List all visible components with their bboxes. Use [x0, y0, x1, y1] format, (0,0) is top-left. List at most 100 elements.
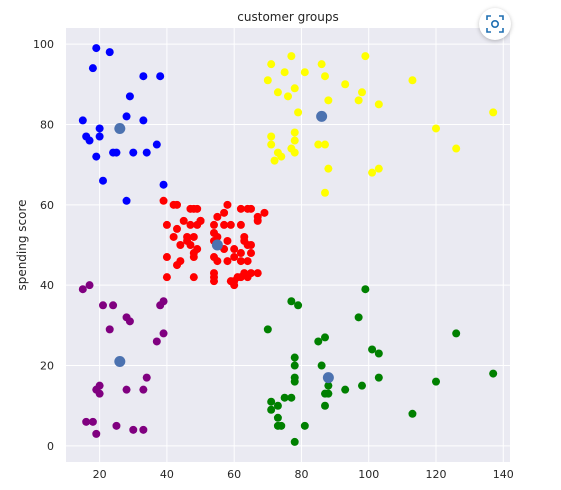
data-point [267, 405, 276, 414]
data-point [324, 389, 333, 398]
data-point [290, 136, 299, 145]
data-point [125, 317, 134, 326]
data-point [142, 148, 151, 157]
data-point [213, 257, 222, 266]
centroid-point [322, 372, 334, 384]
data-point [236, 249, 245, 258]
data-point [253, 212, 262, 221]
data-point [317, 60, 326, 69]
data-point [125, 92, 134, 101]
data-point [220, 208, 229, 217]
x-tick-label: 20 [93, 468, 107, 481]
data-point [247, 241, 255, 249]
data-point [213, 212, 222, 221]
data-point [314, 140, 323, 149]
data-point [223, 236, 232, 245]
data-point [280, 68, 289, 77]
y-tick-label: 60 [40, 199, 54, 212]
data-point [162, 220, 171, 229]
data-point [341, 385, 350, 394]
data-point [152, 337, 161, 346]
camera-lens-icon [486, 15, 504, 33]
data-point [226, 220, 235, 229]
data-point [176, 257, 185, 266]
data-point [273, 401, 282, 410]
data-point [159, 297, 168, 306]
data-point [354, 313, 363, 322]
data-point [186, 220, 195, 229]
data-point [452, 329, 461, 338]
data-point [374, 373, 383, 382]
x-tick-label: 120 [426, 468, 447, 481]
data-point [314, 337, 323, 346]
data-point [189, 232, 198, 241]
data-point [210, 273, 218, 282]
data-point [152, 140, 161, 149]
data-point [189, 273, 198, 282]
data-point [361, 52, 370, 61]
data-point [162, 253, 171, 262]
data-point [139, 116, 148, 125]
data-point [112, 148, 121, 157]
data-point [290, 377, 299, 386]
data-point [247, 249, 255, 258]
data-point [358, 381, 366, 390]
data-point [236, 220, 245, 229]
data-point [223, 257, 232, 266]
centroid-point [114, 122, 126, 134]
data-point [368, 168, 377, 177]
data-point [324, 164, 333, 173]
data-point [169, 232, 178, 241]
data-point [159, 180, 168, 189]
data-point [173, 224, 181, 233]
data-point [88, 64, 97, 73]
data-point [287, 393, 296, 402]
data-point [243, 257, 252, 266]
x-tick-label: 140 [493, 468, 514, 481]
data-point [263, 76, 272, 85]
x-tick-label: 80 [294, 468, 308, 481]
data-point [105, 325, 114, 334]
y-tick-label: 20 [40, 360, 54, 373]
y-tick-label: 80 [40, 118, 54, 131]
data-point [186, 241, 195, 249]
data-point [489, 108, 498, 117]
data-point [95, 132, 104, 141]
data-point [82, 417, 91, 426]
data-points [78, 44, 498, 446]
y-axis-label: spending score [15, 199, 29, 290]
data-point [230, 253, 239, 262]
data-point [78, 116, 87, 125]
data-point [273, 88, 282, 97]
data-point [213, 232, 222, 241]
data-point [142, 373, 151, 382]
data-point [78, 285, 87, 294]
data-point [129, 425, 138, 434]
data-point [290, 353, 299, 362]
data-point [432, 377, 440, 386]
screenshot-button[interactable] [479, 8, 511, 40]
data-point [236, 204, 245, 213]
data-point [358, 88, 366, 97]
data-point [129, 148, 138, 157]
y-tick-label: 0 [47, 440, 54, 453]
grid-lines [66, 28, 510, 462]
data-point [294, 301, 303, 310]
data-point [300, 421, 309, 430]
data-point [85, 136, 94, 145]
data-point [236, 257, 245, 266]
data-point [162, 273, 171, 282]
data-point [196, 216, 205, 225]
data-point [247, 204, 255, 213]
data-point [489, 369, 498, 378]
data-point [95, 381, 104, 390]
data-point [408, 76, 417, 85]
y-tick-label: 40 [40, 279, 54, 292]
data-point [85, 281, 94, 290]
data-point [95, 124, 104, 133]
data-point [290, 437, 299, 446]
data-point [122, 196, 131, 205]
data-point [139, 425, 148, 434]
data-point [368, 345, 377, 354]
